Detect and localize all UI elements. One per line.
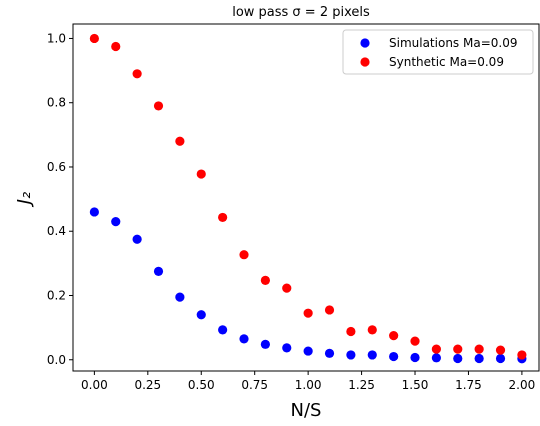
simulations-point bbox=[218, 325, 228, 335]
legend: Simulations Ma=0.09 Synthetic Ma=0.09 bbox=[342, 29, 534, 75]
synthetic-point bbox=[303, 308, 313, 318]
synthetic-point bbox=[196, 169, 206, 179]
y-tick-label: 1.0 bbox=[47, 31, 66, 45]
plot-frame bbox=[72, 23, 540, 372]
legend-marker-synthetic bbox=[360, 57, 370, 67]
x-tick-label: 1.25 bbox=[348, 378, 375, 392]
simulations-point bbox=[453, 353, 463, 364]
x-tick-label: 0.25 bbox=[134, 378, 161, 392]
synthetic-point bbox=[153, 101, 164, 111]
synthetic-point bbox=[111, 41, 121, 52]
y-tick-label: 0.8 bbox=[47, 96, 66, 110]
synthetic-point bbox=[389, 331, 399, 341]
simulations-point bbox=[111, 216, 121, 227]
legend-label-simulations: Simulations Ma=0.09 bbox=[389, 36, 517, 50]
x-tick-label: 1.50 bbox=[402, 378, 429, 392]
synthetic-point bbox=[218, 212, 228, 223]
simulations-point bbox=[196, 310, 206, 320]
simulations-point bbox=[324, 348, 335, 358]
synthetic-point bbox=[431, 344, 441, 354]
simulations-point bbox=[389, 351, 399, 362]
data-points bbox=[89, 33, 527, 364]
y-tick-label: 0.4 bbox=[47, 224, 66, 238]
legend-marker-simulations bbox=[360, 38, 370, 48]
synthetic-point bbox=[260, 275, 270, 285]
y-tick-label: 0.2 bbox=[47, 288, 66, 302]
synthetic-point bbox=[410, 336, 420, 346]
synthetic-point bbox=[453, 344, 463, 354]
chart-title: low pass σ = 2 pixels bbox=[232, 5, 370, 20]
y-tick-label: 0.6 bbox=[47, 160, 66, 174]
synthetic-point bbox=[239, 250, 249, 260]
simulations-point bbox=[474, 353, 484, 364]
y-tick-label: 0.0 bbox=[47, 353, 66, 367]
synthetic-point bbox=[517, 350, 527, 360]
x-axis-title: N/S bbox=[291, 400, 322, 421]
simulations-point bbox=[239, 334, 249, 344]
synthetic-point bbox=[282, 283, 292, 293]
synthetic-point bbox=[175, 136, 185, 146]
synthetic-point bbox=[132, 69, 142, 79]
simulations-point bbox=[132, 234, 142, 244]
x-axis-ticks: 0.00 0.25 0.50 0.75 1.00 1.25 1.50 1.75 2.00 bbox=[81, 371, 535, 392]
simulations-point bbox=[410, 352, 420, 363]
synthetic-point bbox=[324, 305, 335, 315]
simulations-point bbox=[495, 353, 506, 364]
synthetic-point bbox=[495, 345, 506, 355]
x-tick-label: 1.75 bbox=[455, 378, 482, 392]
x-tick-label: 0.75 bbox=[241, 378, 268, 392]
x-tick-label: 2.00 bbox=[509, 378, 536, 392]
simulations-point bbox=[367, 350, 377, 360]
x-tick-label: 0.00 bbox=[81, 378, 108, 392]
y-axis-title: J₂ bbox=[14, 192, 35, 208]
simulations-point bbox=[89, 207, 99, 217]
synthetic-point bbox=[367, 325, 377, 335]
simulations-point bbox=[260, 339, 270, 349]
legend-box bbox=[342, 29, 534, 75]
synthetic-point bbox=[474, 344, 484, 354]
x-tick-label: 0.50 bbox=[188, 378, 215, 392]
simulations-point bbox=[346, 350, 356, 360]
x-tick-label: 1.00 bbox=[295, 378, 322, 392]
legend-label-synthetic: Synthetic Ma=0.09 bbox=[389, 55, 504, 69]
simulations-point bbox=[303, 346, 313, 356]
y-axis-ticks: 0.0 0.2 0.4 0.6 0.8 1.0 bbox=[47, 31, 73, 367]
simulations-point bbox=[175, 292, 185, 302]
simulations-point bbox=[431, 353, 441, 363]
synthetic-point bbox=[346, 326, 356, 337]
simulations-point bbox=[282, 343, 292, 353]
synthetic-point bbox=[89, 33, 99, 44]
simulations-point bbox=[153, 266, 164, 276]
